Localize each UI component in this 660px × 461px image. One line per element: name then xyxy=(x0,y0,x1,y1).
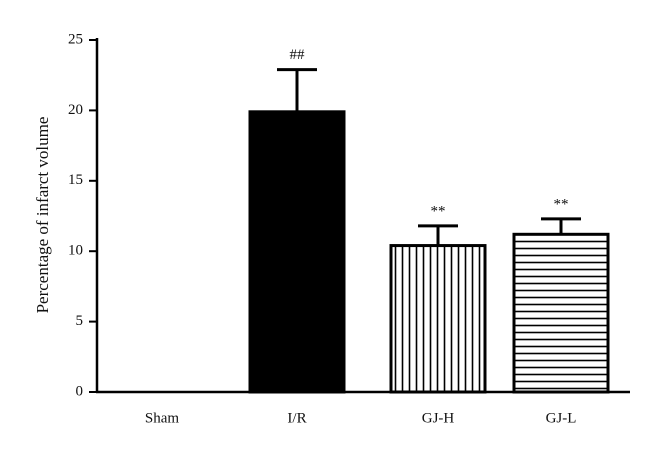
y-tick-label: 25 xyxy=(68,31,83,47)
bar xyxy=(389,244,487,394)
x-tick-label: GJ-L xyxy=(546,410,577,426)
annotation: ## xyxy=(290,47,306,63)
y-tick-label: 10 xyxy=(68,243,83,259)
annotation: ** xyxy=(431,203,446,219)
bar xyxy=(248,110,346,394)
y-tick-label: 15 xyxy=(68,172,83,188)
annotation: ** xyxy=(554,196,569,212)
y-tick-label: 0 xyxy=(76,383,84,399)
x-tick-label: GJ-H xyxy=(422,410,455,426)
y-axis-label: Percentage of infarct volume xyxy=(33,117,52,314)
x-tick-label: I/R xyxy=(287,410,306,426)
x-tick-label: Sham xyxy=(145,410,180,426)
y-tick-label: 20 xyxy=(68,102,83,118)
y-tick-label: 5 xyxy=(76,313,84,329)
bar xyxy=(512,232,610,394)
